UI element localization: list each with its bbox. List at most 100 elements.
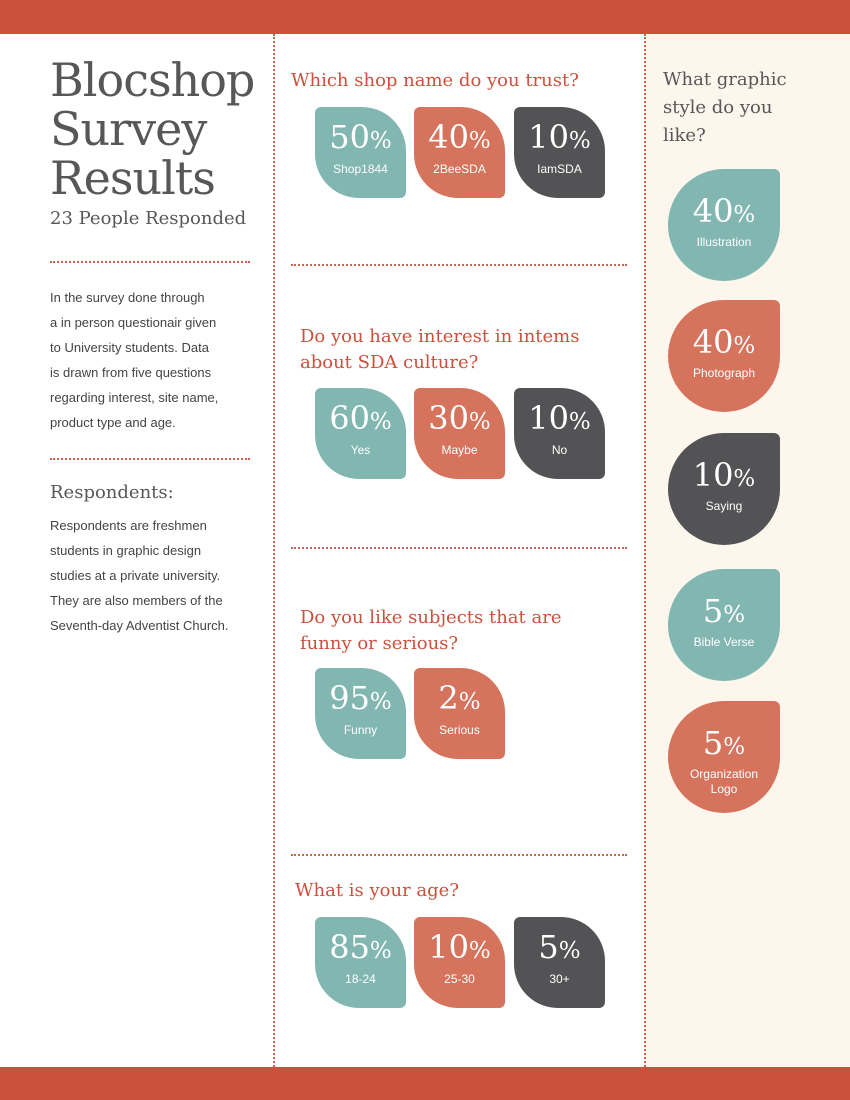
percent-value: 30	[428, 399, 469, 437]
text-line: regarding interest, site name,	[50, 390, 219, 405]
answer-label: Bible Verse	[693, 635, 755, 649]
text-line: They are also members of the	[50, 593, 223, 608]
percent-sign: %	[468, 938, 491, 964]
text-line: Respondents are freshmen	[50, 518, 207, 533]
percent-sign: %	[568, 409, 591, 435]
respondent-count: 23 People Responded	[50, 208, 247, 229]
percent-sign: %	[369, 938, 392, 964]
divider	[50, 458, 250, 460]
answer-percent: 5%	[668, 594, 780, 632]
answer-percent: 5%	[668, 726, 780, 764]
text-line: product type and age.	[50, 415, 176, 430]
answer-tile: 60% Yes	[315, 388, 406, 479]
percent-value: 60	[329, 399, 370, 437]
answer-tile: 50% Shop1844	[315, 107, 406, 198]
percent-sign: %	[568, 128, 591, 154]
answer-label: Maybe	[441, 443, 478, 457]
intro-paragraph: In the survey done through a in person q…	[50, 285, 250, 435]
divider	[291, 547, 627, 549]
percent-sign: %	[733, 202, 756, 228]
answer-tile: 30% Maybe	[414, 388, 505, 479]
answer-label: Shop1844	[333, 162, 388, 176]
text-line: students in graphic design	[50, 543, 202, 558]
top-band	[0, 0, 850, 34]
question-line: What is your age?	[295, 880, 459, 901]
percent-sign: %	[369, 128, 392, 154]
answer-tile: 10% No	[514, 388, 605, 479]
percent-sign: %	[733, 333, 756, 359]
question-line: What graphic	[663, 69, 787, 90]
answer-percent: 40%	[668, 194, 780, 232]
answer-label: No	[551, 443, 568, 457]
question-sda-interest: Do you have interest in intems about SDA…	[300, 324, 579, 376]
percent-value: 40	[428, 118, 469, 156]
divider	[291, 854, 627, 856]
question-graphic-style: What graphic style do you like?	[663, 66, 787, 150]
answer-tile: 85% 18-24	[315, 917, 406, 1008]
percent-sign: %	[723, 602, 746, 628]
respondents-paragraph: Respondents are freshmen students in gra…	[50, 513, 250, 638]
percent-sign: %	[369, 689, 392, 715]
text-line: In the survey done through	[50, 290, 205, 305]
question-line: Do you like subjects that are	[300, 607, 562, 628]
answer-percent: 10%	[514, 120, 605, 158]
answer-tile: 95% Funny	[315, 668, 406, 759]
style-answer-drop: 5% Organization Logo	[668, 701, 780, 813]
percent-value: 40	[692, 323, 734, 361]
title-line: Survey	[50, 102, 207, 156]
answer-percent: 50%	[315, 120, 406, 158]
style-answer-drop: 40% Illustration	[668, 169, 780, 281]
answer-label: Funny	[343, 723, 378, 737]
question-line: style do you	[663, 97, 773, 118]
answer-label: Illustration	[696, 235, 752, 249]
style-answer-drop: 40% Photograph	[668, 300, 780, 412]
answer-tile: 2% Serious	[414, 668, 505, 759]
question-line: like?	[663, 125, 706, 146]
respondents-heading: Respondents:	[50, 482, 174, 503]
answer-label: 25-30	[444, 972, 475, 986]
percent-value: 10	[692, 456, 734, 494]
answer-label: Organization Logo	[689, 767, 759, 796]
answer-label: IamSDA	[537, 162, 582, 176]
percent-value: 50	[329, 118, 370, 156]
answer-percent: 40%	[414, 120, 505, 158]
percent-sign: %	[733, 466, 756, 492]
percent-value: 10	[428, 928, 469, 966]
answer-percent: 10%	[668, 458, 780, 496]
answer-tile: 10% IamSDA	[514, 107, 605, 198]
percent-value: 10	[528, 399, 569, 437]
question-line: Which shop name do you trust?	[291, 70, 579, 91]
percent-sign: %	[723, 734, 746, 760]
page-title: Blocshop Survey Results	[50, 56, 280, 203]
question-line: about SDA culture?	[300, 352, 479, 373]
answer-label: Yes	[350, 443, 371, 457]
text-line: to University students. Data	[50, 340, 209, 355]
answer-percent: 2%	[414, 681, 505, 719]
question-shop-name: Which shop name do you trust?	[291, 68, 579, 94]
answer-tile: 40% 2BeeSDA	[414, 107, 505, 198]
answer-tile: 5% 30+	[514, 917, 605, 1008]
answer-label: 30+	[549, 972, 570, 986]
answer-percent: 10%	[514, 401, 605, 439]
column-divider-left	[273, 34, 275, 1067]
percent-value: 5	[702, 592, 724, 630]
percent-sign: %	[468, 409, 491, 435]
text-line: Seventh-day Adventist Church.	[50, 618, 229, 633]
percent-sign: %	[458, 689, 481, 715]
answer-label: Photograph	[692, 366, 756, 380]
column-divider-right	[644, 34, 646, 1067]
answer-percent: 60%	[315, 401, 406, 439]
question-line: Do you have interest in intems	[300, 326, 580, 347]
answer-label: 2BeeSDA	[433, 162, 486, 176]
answer-percent: 40%	[668, 325, 780, 363]
text-line: studies at a private university.	[50, 568, 221, 583]
answer-label: Serious	[439, 723, 480, 737]
percent-sign: %	[468, 128, 491, 154]
percent-value: 85	[329, 928, 370, 966]
text-line: a in person questionair given	[50, 315, 217, 330]
question-line: funny or serious?	[300, 633, 459, 654]
answer-percent: 10%	[414, 930, 505, 968]
percent-value: 10	[528, 118, 569, 156]
answer-label: 18-24	[345, 972, 376, 986]
percent-value: 2	[438, 679, 459, 717]
